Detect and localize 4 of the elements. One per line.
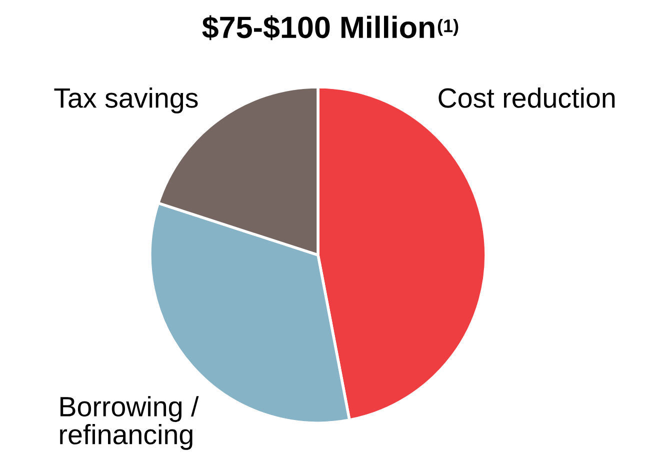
chart-title: $75-$100 Million(1) [202,15,458,40]
slice-label: Borrowing / refinancing [60,396,199,450]
slice-label: Tax savings [54,87,198,114]
slice-label: Cost reduction [438,87,615,108]
